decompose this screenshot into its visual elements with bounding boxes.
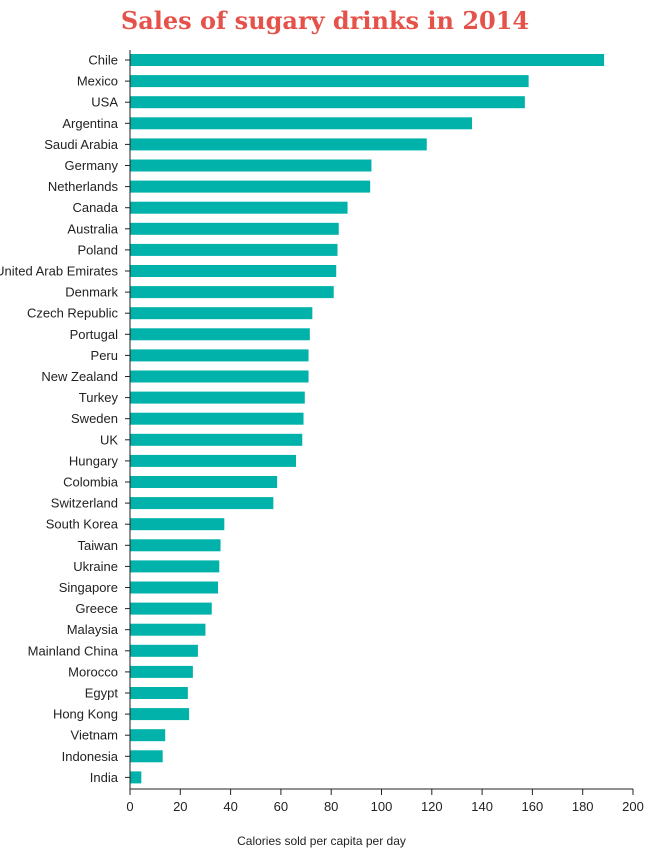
- category-label: Morocco: [68, 664, 118, 679]
- bar-south-korea: [130, 518, 225, 531]
- bar-malaysia: [130, 623, 206, 636]
- x-tick-label: 100: [371, 799, 393, 814]
- bar-germany: [130, 159, 372, 172]
- bar-greece: [130, 602, 212, 615]
- bar-new-zealand: [130, 370, 309, 383]
- bar-hong-kong: [130, 708, 190, 721]
- x-tick-label: 80: [324, 799, 338, 814]
- bar-taiwan: [130, 539, 221, 552]
- category-label: Portugal: [70, 327, 119, 342]
- category-label: Australia: [67, 221, 118, 236]
- x-ticks: 0 20 40 60 80 100 120 140 160 180 200: [126, 789, 644, 814]
- x-tick-label: 0: [126, 799, 133, 814]
- category-label: Turkey: [79, 390, 119, 405]
- bar-indonesia: [130, 750, 163, 763]
- x-tick-label: 180: [572, 799, 594, 814]
- category-label: Mainland China: [28, 643, 119, 658]
- bar-morocco: [130, 665, 193, 678]
- category-label: Singapore: [59, 580, 118, 595]
- bar-hungary: [130, 454, 296, 467]
- x-axis-title: Calories sold per capita per day: [237, 834, 406, 848]
- bar-mainland-china: [130, 644, 198, 657]
- x-tick-label: 160: [522, 799, 544, 814]
- category-label: Taiwan: [78, 538, 118, 553]
- bar-turkey: [130, 391, 305, 404]
- category-label: Germany: [65, 158, 119, 173]
- category-label: USA: [91, 95, 118, 110]
- category-label: UK: [100, 432, 118, 447]
- category-label: Greece: [75, 601, 118, 616]
- category-label: India: [90, 770, 119, 785]
- category-label: Egypt: [85, 686, 119, 701]
- x-tick-label: 20: [173, 799, 187, 814]
- category-label: Hungary: [69, 453, 119, 468]
- category-labels: Chile Mexico USA Argentina Saudi Arabia Germa…: [0, 53, 130, 785]
- category-label: Chile: [88, 53, 118, 68]
- bars-group: [130, 54, 605, 784]
- bar-australia: [130, 222, 339, 235]
- category-label: Colombia: [63, 475, 119, 490]
- category-label: Argentina: [62, 116, 118, 131]
- category-label: Hong Kong: [53, 707, 118, 722]
- category-label: South Korea: [46, 517, 119, 532]
- category-label: United Arab Emirates: [0, 264, 118, 279]
- category-label: Indonesia: [62, 749, 119, 764]
- category-label: Netherlands: [48, 179, 119, 194]
- category-label: Saudi Arabia: [44, 137, 118, 152]
- bar-usa: [130, 96, 525, 109]
- category-label: Mexico: [77, 74, 118, 89]
- bar-united-arab-emirates: [130, 265, 337, 277]
- bar-denmark: [130, 286, 334, 299]
- category-label: Malaysia: [67, 622, 119, 637]
- category-label: Denmark: [65, 285, 118, 300]
- bar-argentina: [130, 117, 473, 130]
- category-label: Canada: [72, 200, 118, 215]
- x-tick-label: 120: [421, 799, 443, 814]
- bar-chile: [130, 54, 605, 66]
- bar-czech-republic: [130, 307, 313, 320]
- category-label: Ukraine: [73, 559, 118, 574]
- bar-india: [130, 771, 142, 784]
- x-tick-label: 140: [471, 799, 493, 814]
- bar-sweden: [130, 412, 304, 425]
- category-label: New Zealand: [41, 369, 118, 384]
- bar-mexico: [130, 75, 529, 88]
- x-tick-label: 40: [223, 799, 237, 814]
- bar-saudi-arabia: [130, 138, 427, 151]
- chart-title: Sales of sugary drinks in 2014: [120, 6, 530, 35]
- bar-poland: [130, 243, 338, 256]
- x-tick-label: 200: [622, 799, 644, 814]
- bar-ukraine: [130, 560, 220, 573]
- bar-colombia: [130, 476, 278, 488]
- category-label: Peru: [91, 348, 118, 363]
- category-label: Sweden: [71, 411, 118, 426]
- bar-peru: [130, 349, 309, 362]
- bar-egypt: [130, 687, 188, 699]
- bar-canada: [130, 201, 348, 214]
- bar-uk: [130, 433, 303, 446]
- bar-singapore: [130, 581, 219, 594]
- category-label: Czech Republic: [27, 306, 119, 321]
- bar-netherlands: [130, 180, 371, 193]
- x-tick-label: 60: [274, 799, 288, 814]
- category-label: Switzerland: [51, 496, 118, 511]
- bar-portugal: [130, 328, 310, 341]
- category-label: Poland: [78, 242, 118, 257]
- category-label: Vietnam: [71, 728, 118, 743]
- bar-vietnam: [130, 729, 166, 742]
- bar-switzerland: [130, 497, 274, 510]
